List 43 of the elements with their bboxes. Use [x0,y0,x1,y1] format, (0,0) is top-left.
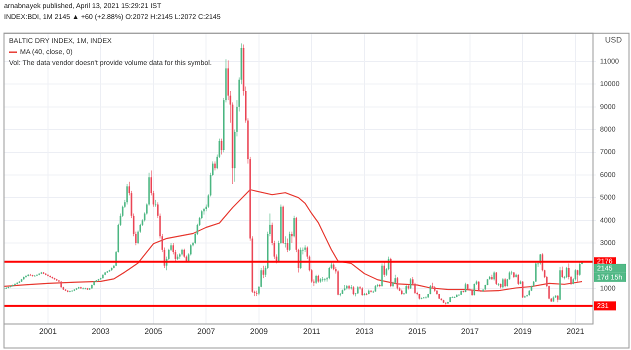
candlestick [432,282,434,289]
candlestick [220,138,222,155]
y-axis-title: USD [605,35,622,44]
candlestick [574,268,576,281]
candlestick [396,276,398,290]
candlestick [430,284,432,295]
candlestick [517,274,520,286]
candlestick [126,184,128,205]
x-tick-label: 2011 [303,327,321,336]
x-tick-label: 2007 [197,327,216,336]
candlestick [579,260,581,276]
candlestick [25,274,27,278]
candlestick [496,272,498,286]
candlestick [203,208,205,215]
candlestick [493,271,495,281]
x-tick-label: 2013 [356,327,374,336]
x-tick-label: 2017 [461,327,480,336]
candlestick [522,280,524,298]
candlestick [337,270,339,296]
candlestick [561,266,564,278]
candlestick [566,266,568,278]
candlestick [394,274,396,284]
x-tick-label: 2009 [250,327,268,336]
candlestick [286,238,288,252]
candlestick [284,236,286,248]
x-tick-label: 2021 [566,327,585,336]
candlestick [328,266,330,280]
candlestick [502,278,504,289]
x-tick-label: 2015 [408,327,427,336]
candlestick [214,161,216,171]
candlestick [474,283,476,296]
x-tick-label: 2003 [92,327,110,336]
candlestick [293,216,295,238]
candlestick [288,231,291,252]
candlestick [381,263,383,287]
x-tick-label: 2005 [144,327,163,336]
x-tick-label: 2001 [39,327,58,336]
candlestick [410,278,412,290]
candlestick [383,262,386,278]
x-tick-label: 2019 [514,327,532,336]
candlestick [535,262,537,282]
candlestick [320,278,322,284]
candlestick [262,265,264,278]
